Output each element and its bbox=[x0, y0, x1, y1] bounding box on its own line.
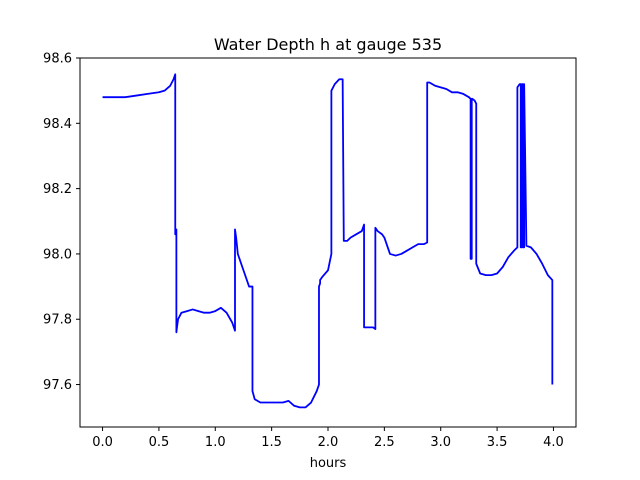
y-axis: 97.6 97.8 98.0 98.2 98.4 98.6 bbox=[43, 52, 80, 393]
series-line-0 bbox=[102, 73, 554, 409]
x-tick-label: 2.0 bbox=[318, 435, 339, 450]
x-axis: 0.0 0.5 1.0 1.5 2.0 2.5 3.0 3.5 4.0 bbox=[92, 427, 564, 450]
y-tick-label: 98.0 bbox=[43, 247, 72, 262]
y-tick-label: 97.6 bbox=[43, 378, 72, 393]
x-tick-label: 4.0 bbox=[543, 435, 564, 450]
chart-title: Water Depth h at gauge 535 bbox=[214, 35, 442, 54]
y-tick-label: 98.2 bbox=[43, 182, 72, 197]
x-tick-label: 2.5 bbox=[374, 435, 395, 450]
plot-frame bbox=[79, 57, 577, 428]
x-tick-label: 3.5 bbox=[487, 435, 508, 450]
x-tick-label: 1.0 bbox=[205, 435, 226, 450]
x-tick-label: 0.5 bbox=[149, 435, 170, 450]
y-tick-label: 97.8 bbox=[43, 313, 72, 328]
x-axis-title: hours bbox=[310, 456, 347, 471]
x-tick-label: 3.0 bbox=[430, 435, 451, 450]
x-tick-label: 0.0 bbox=[92, 435, 113, 450]
y-tick-label: 98.6 bbox=[43, 52, 72, 67]
series-layer bbox=[102, 73, 554, 409]
x-tick-label: 1.5 bbox=[261, 435, 282, 450]
y-tick-label: 98.4 bbox=[43, 117, 72, 132]
